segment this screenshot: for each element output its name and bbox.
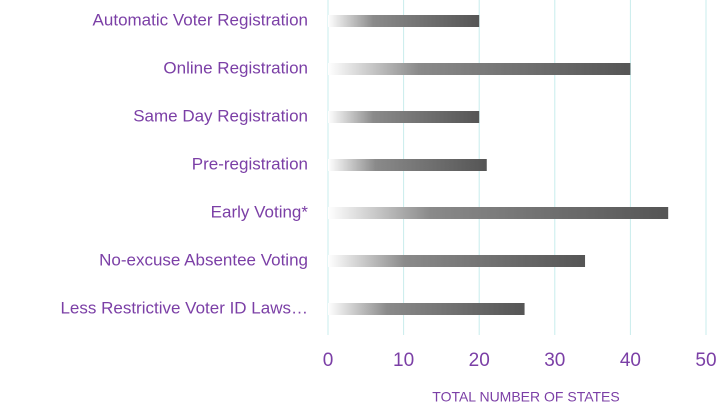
x-tick-label: 20: [469, 350, 490, 371]
category-label: No-excuse Absentee Voting: [99, 250, 308, 269]
bar: [328, 207, 669, 219]
bar: [328, 255, 586, 267]
x-tick-label: 50: [695, 350, 716, 371]
category-label: Automatic Voter Registration: [93, 10, 308, 29]
category-label: Same Day Registration: [133, 106, 308, 125]
x-tick-label: 10: [393, 350, 414, 371]
x-tick-label: 40: [620, 350, 641, 371]
category-label: Pre-registration: [192, 154, 308, 173]
bar: [328, 303, 525, 315]
bar: [328, 63, 631, 75]
bar: [328, 159, 487, 171]
bar: [328, 111, 480, 123]
x-axis-title: TOTAL NUMBER OF STATES: [432, 389, 619, 405]
category-label: Online Registration: [163, 58, 308, 77]
bar: [328, 15, 480, 27]
x-tick-label: 0: [323, 350, 334, 371]
category-label: Less Restrictive Voter ID Laws…: [60, 298, 308, 317]
category-label: Early Voting*: [211, 202, 309, 221]
x-tick-label: 30: [544, 350, 565, 371]
